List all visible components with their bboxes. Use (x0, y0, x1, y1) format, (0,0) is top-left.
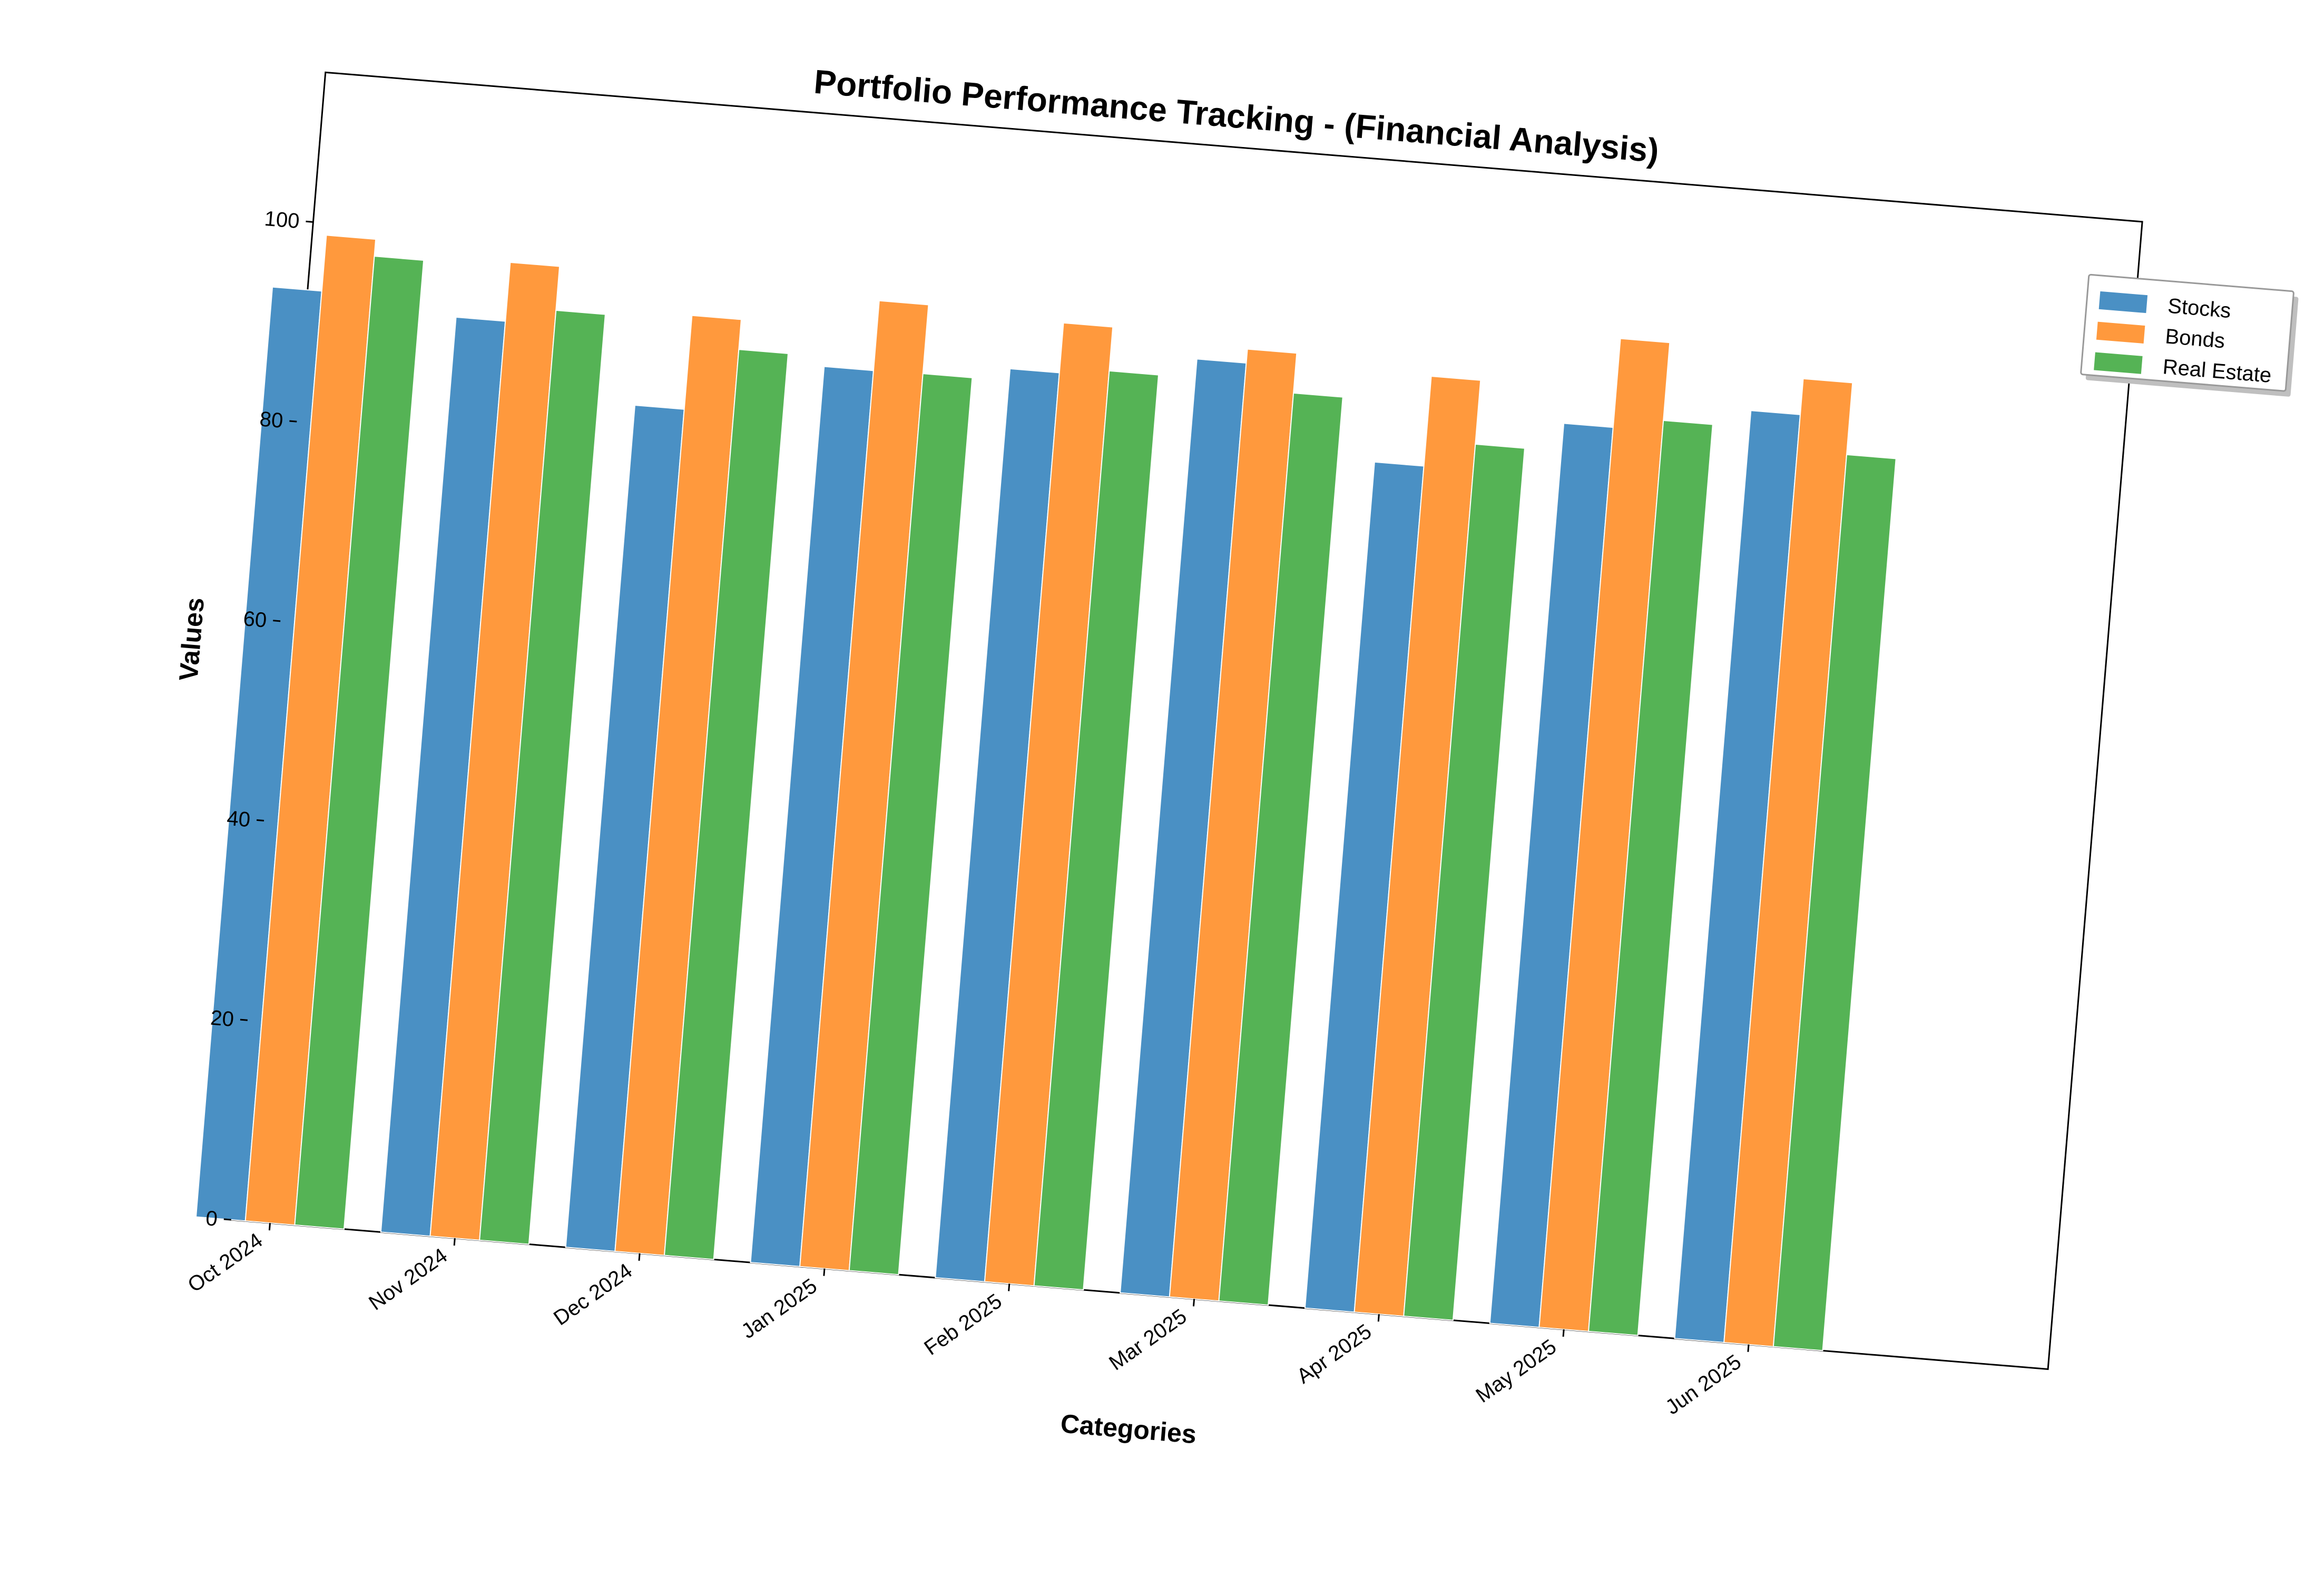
bar-real-estate-8 (1772, 454, 1897, 1352)
x-tick-label: Apr 2025 (1292, 1320, 1376, 1388)
bar-real-estate-0 (294, 256, 425, 1230)
legend-label-bonds: Bonds (2164, 325, 2226, 353)
bar-real-estate-2 (663, 349, 789, 1260)
x-tick-label: Mar 2025 (1105, 1305, 1191, 1375)
x-tick-mark (1562, 1329, 1565, 1337)
x-tick-label: Jan 2025 (737, 1274, 821, 1343)
bar-real-estate-5 (1218, 392, 1343, 1306)
x-tick-mark (1377, 1314, 1380, 1322)
y-tick-label: 20 (210, 1006, 235, 1031)
bar-real-estate-1 (479, 309, 606, 1245)
legend-swatch-stocks (2098, 291, 2148, 314)
legend-label-stocks: Stocks (2167, 295, 2232, 323)
bar-real-estate-3 (848, 373, 973, 1276)
x-tick-label: May 2025 (1472, 1335, 1561, 1407)
bar-real-estate-7 (1587, 419, 1713, 1336)
y-tick-label: 80 (259, 407, 284, 432)
y-tick-mark (223, 1218, 231, 1221)
y-tick-label: 0 (205, 1207, 219, 1231)
y-tick-mark (306, 220, 313, 223)
x-tick-label: Feb 2025 (920, 1289, 1006, 1360)
x-tick-label: Dec 2024 (550, 1259, 636, 1330)
x-tick-label: Jun 2025 (1661, 1350, 1745, 1419)
bars (195, 234, 1897, 1352)
x-tick-mark (1192, 1299, 1195, 1307)
bar-real-estate-6 (1403, 443, 1526, 1321)
x-tick-mark (1747, 1344, 1750, 1352)
x-tick-mark (453, 1238, 456, 1246)
x-tick-mark (268, 1222, 271, 1231)
x-tick-mark (638, 1253, 641, 1261)
x-tick-mark (823, 1268, 826, 1276)
y-tick-label: 100 (263, 207, 300, 233)
y-axis-label: Values (173, 596, 210, 682)
x-tick-label: Oct 2024 (184, 1229, 267, 1297)
plot-area: 0 20 40 60 80 100 Oct 2024 Nov 2024 Dec 2024 Jan… (173, 63, 2143, 1449)
x-axis-label: Categories (1060, 1408, 1198, 1449)
y-tick-label: 40 (226, 807, 251, 831)
legend-swatch-real-estate (2094, 352, 2143, 374)
x-tick-label: Nov 2024 (365, 1244, 452, 1315)
legend-swatch-bonds (2096, 321, 2145, 344)
bar-real-estate-4 (1033, 370, 1160, 1291)
y-tick-label: 60 (242, 607, 268, 632)
y-tick-mark (289, 420, 297, 423)
y-axis-ticks: 0 20 40 60 80 100 (205, 207, 313, 1231)
